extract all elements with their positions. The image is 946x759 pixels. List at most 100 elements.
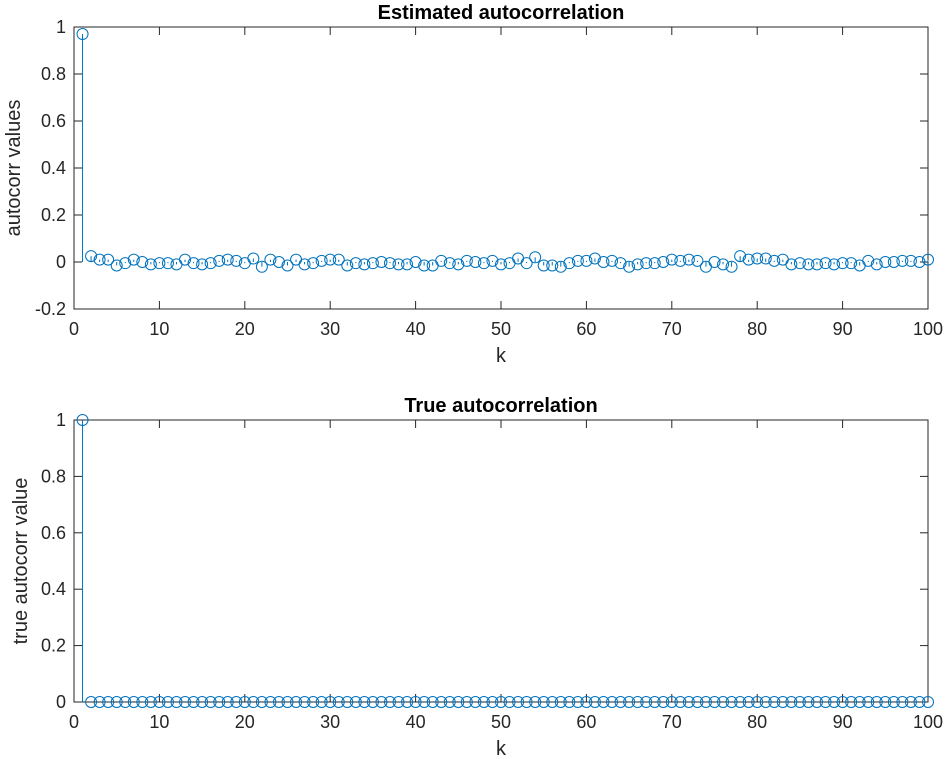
stem-marker: [887, 256, 900, 268]
stem-marker: [332, 696, 345, 708]
stem-marker: [358, 258, 371, 271]
stem-marker: [196, 696, 209, 708]
x-tick-label: 70: [662, 712, 682, 732]
stem-marker: [512, 696, 525, 708]
stem-marker: [588, 696, 601, 708]
stem-marker: [708, 256, 721, 268]
y-tick-label: -0.2: [35, 299, 66, 319]
stem-marker: [272, 696, 285, 708]
stem-marker: [119, 696, 132, 708]
stem-marker: [375, 696, 388, 708]
x-tick-label: 80: [747, 319, 767, 339]
stem-marker: [699, 696, 712, 708]
y-tick-label: 0.4: [41, 579, 66, 599]
y-tick-label: 0: [56, 692, 66, 712]
stem-marker: [768, 254, 781, 267]
x-tick-label: 20: [235, 712, 255, 732]
stem-marker: [768, 696, 781, 708]
stem-marker: [204, 696, 217, 708]
x-tick-label: 40: [406, 712, 426, 732]
x-axis-label: k: [496, 738, 507, 759]
stem-marker: [682, 696, 695, 708]
stem-marker: [571, 254, 584, 267]
stem-marker: [264, 253, 277, 266]
stem-marker: [366, 696, 379, 708]
stem-marker: [179, 253, 192, 266]
stem-marker: [281, 696, 294, 708]
stem-marker: [307, 696, 320, 708]
stem-marker: [904, 254, 917, 267]
y-tick-label: 0: [56, 252, 66, 272]
stem-marker: [238, 696, 251, 708]
stem-marker: [161, 257, 174, 270]
stem-marker: [708, 696, 721, 708]
stem-marker: [315, 254, 328, 267]
y-tick-label: 0.6: [41, 523, 66, 543]
stem-marker: [546, 259, 559, 272]
stem-marker: [904, 696, 917, 708]
x-tick-label: 100: [913, 319, 943, 339]
stem-marker: [375, 256, 388, 268]
stem-marker: [179, 696, 192, 708]
stem-marker: [896, 254, 909, 267]
stem-marker: [76, 414, 89, 426]
chart-estimated: Estimated autocorrelation k autocorr val…: [3, 2, 943, 367]
stem-marker: [85, 696, 98, 708]
stem-marker: [486, 696, 499, 708]
stem-marker: [452, 258, 465, 271]
stem-marker: [563, 696, 576, 708]
stem-marker: [554, 696, 567, 708]
stem-marker: [742, 253, 755, 266]
x-tick-label: 60: [576, 319, 596, 339]
stem-marker: [102, 253, 115, 266]
stem-marker: [435, 696, 448, 708]
y-tick-label: 0.4: [41, 158, 66, 178]
x-tick-label: 20: [235, 319, 255, 339]
stem-marker: [836, 257, 849, 270]
stem-marker: [631, 258, 644, 271]
stem-marker: [136, 696, 149, 708]
stem-marker: [922, 696, 934, 708]
stem-marker: [144, 696, 157, 708]
stem-marker: [563, 257, 576, 270]
stem-marker: [580, 696, 593, 708]
chart-true: True autocorrelation k true autocorr val…: [10, 395, 943, 759]
stem-marker: [401, 696, 414, 708]
stem-marker: [725, 696, 738, 708]
stem-marker: [392, 696, 405, 708]
stem-marker: [136, 256, 149, 268]
stem-marker: [272, 256, 285, 268]
y-tick-label: 1: [56, 410, 66, 430]
stem-marker: [734, 250, 747, 263]
stem-marker: [469, 256, 482, 268]
stem-marker: [324, 696, 337, 708]
stem-marker: [810, 696, 823, 708]
stem-marker: [657, 696, 670, 708]
stem-marker: [290, 696, 303, 708]
stem-marker: [477, 696, 490, 708]
stem-marker: [554, 260, 567, 273]
stem-marker: [495, 258, 507, 271]
stem-marker: [204, 257, 217, 270]
stem-marker: [230, 696, 243, 708]
stem-marker: [503, 696, 516, 708]
stem-marker: [597, 256, 610, 268]
stem-marker: [588, 252, 601, 265]
stem-marker: [332, 253, 345, 266]
stem-marker: [785, 258, 798, 271]
stem-marker: [144, 258, 157, 271]
stem-marker: [606, 254, 619, 267]
stem-marker: [776, 696, 789, 708]
stem-marker: [785, 696, 798, 708]
stem-marker: [810, 258, 823, 271]
stem-marker: [247, 696, 260, 708]
stem-marker: [759, 696, 772, 708]
x-axis-label: k: [496, 345, 507, 367]
stem-marker: [264, 696, 277, 708]
stem-marker: [845, 257, 858, 270]
stem-marker: [153, 257, 166, 270]
stem-marker: [657, 256, 670, 268]
stem-marker: [383, 696, 396, 708]
stem-marker: [862, 696, 875, 708]
x-tick-label: 10: [149, 319, 169, 339]
